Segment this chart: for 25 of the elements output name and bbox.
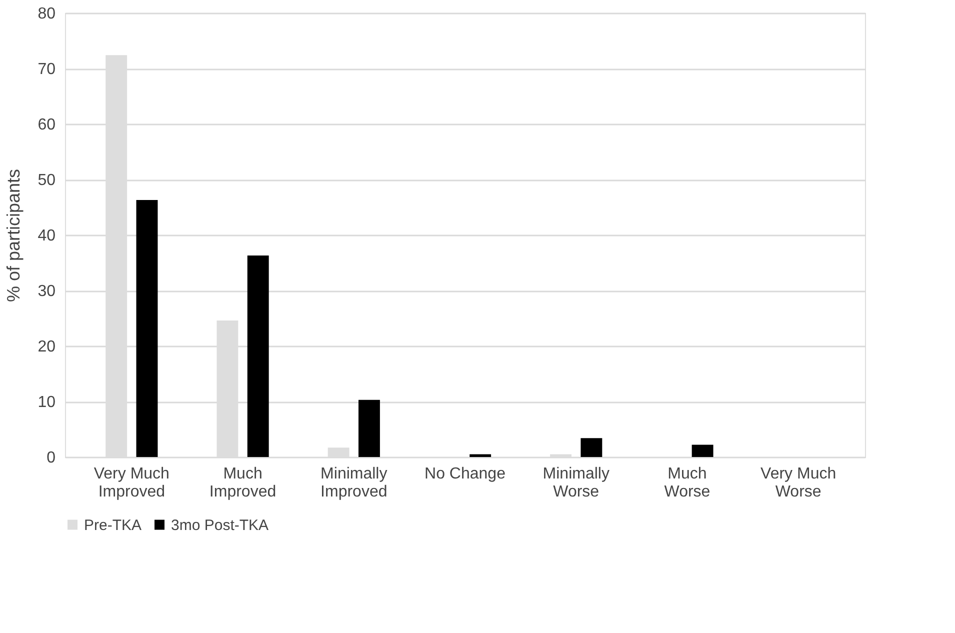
bar [358, 400, 380, 457]
y-tick-label: 50 [38, 172, 56, 189]
y-tick-label: 10 [38, 394, 56, 411]
bar [136, 200, 158, 457]
bar [470, 454, 492, 457]
legend-label: Pre-TKA [84, 516, 142, 534]
bar [692, 444, 714, 457]
y-tick-label: 80 [38, 6, 56, 22]
x-tick-label: Very Much Improved [94, 466, 170, 500]
x-tick-label: Minimally Improved [320, 466, 388, 500]
y-tick-label: 0 [46, 450, 56, 466]
y-tick-label: 70 [38, 61, 56, 78]
y-tick-label: 40 [38, 228, 56, 244]
legend-label: 3mo Post-TKA [171, 516, 269, 534]
x-tick-label: Minimally Worse [542, 466, 610, 500]
x-tick-label: Much Worse [664, 466, 710, 500]
y-axis-title: % of participants [4, 168, 24, 302]
y-tick-label: 30 [38, 283, 56, 300]
x-tick-label: No Change [424, 466, 506, 482]
bar [247, 256, 269, 457]
y-tick-label: 60 [38, 116, 56, 134]
x-tick-label: Much Improved [209, 466, 276, 500]
bar [580, 438, 602, 457]
x-tick-label: Very Much Worse [760, 466, 836, 500]
y-tick-label: 20 [38, 338, 56, 356]
